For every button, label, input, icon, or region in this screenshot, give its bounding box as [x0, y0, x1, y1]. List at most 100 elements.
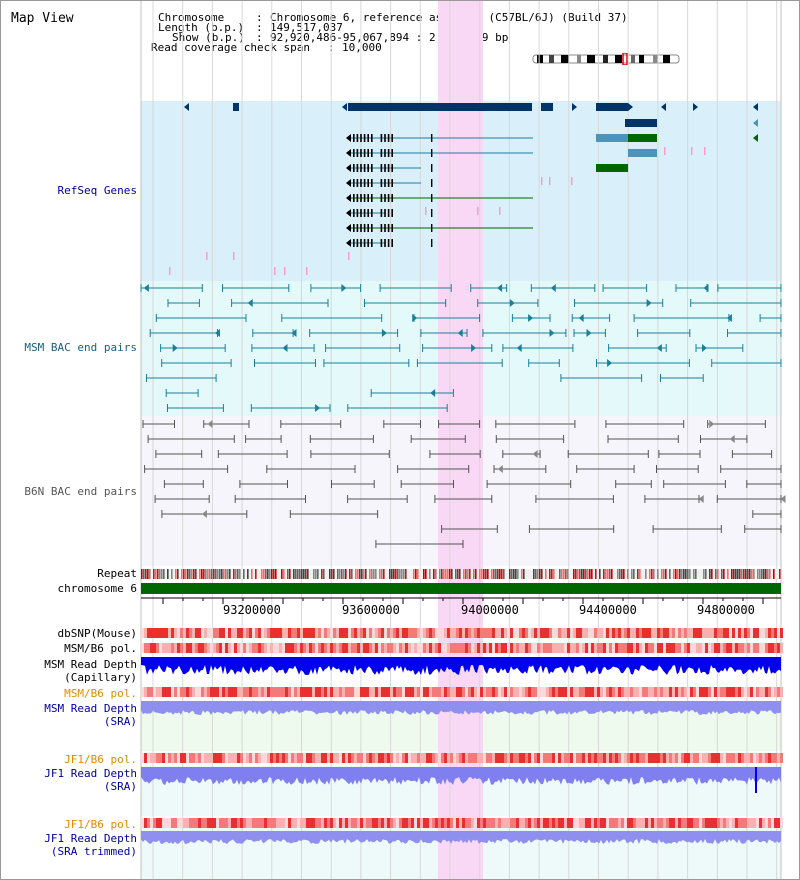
repeat-element: [281, 569, 283, 579]
dbsnp-heat: [225, 628, 228, 638]
msm-pol-heat: [750, 643, 753, 653]
msm-pol-heat: [663, 643, 666, 653]
jf1-pol2-heat: [333, 818, 336, 828]
track-label-jf1-depth-trimmed-sub: (SRA trimmed): [50, 845, 137, 858]
repeat-element: [413, 569, 415, 579]
gene-arrow: [661, 103, 666, 111]
gene-arrow: [693, 103, 698, 111]
exon: [380, 194, 383, 202]
msm-pol-heat: [174, 643, 177, 653]
msm-pol-heat: [585, 643, 588, 653]
dbsnp-heat: [474, 628, 477, 638]
msm-pol-heat: [213, 643, 216, 653]
dbsnp-heat: [180, 628, 183, 638]
repeat-element: [533, 569, 535, 579]
dbsnp-heat: [648, 628, 651, 638]
msm-pol-heat: [231, 643, 234, 653]
track-label-msm-depth-capillary[interactable]: MSM Read Depth: [44, 658, 137, 671]
track-label-repeat[interactable]: Repeat: [97, 567, 137, 580]
track-label-msm-bac[interactable]: MSM BAC end pairs: [24, 341, 137, 354]
dbsnp-heat: [192, 628, 195, 638]
track-label-msm-b6-pol-2[interactable]: MSM/B6 pol.: [64, 687, 137, 700]
dbsnp-heat: [177, 628, 180, 638]
msm-pol-heat: [450, 643, 453, 653]
exon: [371, 224, 373, 232]
jf1-pol-heat: [369, 753, 372, 763]
repeat-element: [689, 569, 691, 579]
track-label-b6n-bac[interactable]: B6N BAC end pairs: [24, 485, 137, 498]
exon: [356, 134, 359, 142]
chromosome-ideogram[interactable]: [531, 53, 683, 65]
jf1-pol-heat: [693, 753, 696, 763]
repeat-element: [565, 569, 567, 579]
jf1-pol2-heat: [540, 818, 543, 828]
exon: [363, 209, 366, 217]
msm-pol2-heat: [651, 687, 654, 697]
msm-pol2-heat: [594, 687, 597, 697]
jf1-pol-heat: [237, 753, 240, 763]
track-label-jf1-b6-pol-2[interactable]: JF1/B6 pol.: [64, 818, 137, 831]
repeat-element: [313, 569, 315, 579]
track-label-jf1-depth-trimmed[interactable]: JF1 Read Depth: [44, 832, 137, 845]
repeat-element: [417, 569, 419, 579]
refseq-marker: [477, 207, 479, 215]
msm-bac-end: [656, 344, 662, 352]
dbsnp-heat: [234, 628, 237, 638]
repeat-element: [711, 569, 713, 579]
msm-pol2-heat: [498, 687, 501, 697]
jf1-pol2-heat: [516, 818, 519, 828]
track-label-msm-depth-sra[interactable]: MSM Read Depth: [44, 702, 137, 715]
gene-arrow: [628, 103, 633, 111]
dbsnp-heat: [252, 628, 255, 638]
jf1-pol2-heat: [555, 818, 558, 828]
track-label-jf1-b6-pol[interactable]: JF1/B6 pol.: [64, 753, 137, 766]
jf1-pol2-heat: [180, 818, 183, 828]
track-label-chromosome[interactable]: chromosome 6: [57, 582, 137, 595]
dbsnp-heat: [171, 628, 174, 638]
msm-pol-heat: [630, 643, 633, 653]
msm-pol-heat: [705, 643, 708, 653]
dbsnp-heat: [771, 628, 774, 638]
dbsnp-heat: [210, 628, 213, 638]
track-label-refseq[interactable]: RefSeq Genes: [57, 184, 137, 197]
msm-pol-heat: [219, 643, 222, 653]
chromosome-bar: [141, 583, 781, 594]
msm-pol-heat: [240, 643, 243, 653]
jf1-pol2-heat: [690, 818, 693, 828]
dbsnp-heat: [651, 628, 654, 638]
gene-arrow: [346, 224, 351, 232]
msm-pol-heat: [207, 643, 210, 653]
dbsnp-heat: [237, 628, 240, 638]
jf1-pol2-heat: [399, 818, 402, 828]
jf1-pol2-heat: [339, 818, 342, 828]
msm-pol2-heat: [582, 687, 585, 697]
dbsnp-heat: [756, 628, 759, 638]
msm-pol2-heat: [495, 687, 498, 697]
msm-pol-heat: [543, 643, 546, 653]
jf1-pol-heat: [558, 753, 561, 763]
msm-pol2-heat: [270, 687, 273, 697]
jf1-pol2-heat: [771, 818, 774, 828]
jf1-pol2-heat: [498, 818, 501, 828]
msm-pol-heat: [252, 643, 255, 653]
track-label-msm-b6-pol[interactable]: MSM/B6 pol.: [64, 642, 137, 655]
msm-pol-heat: [528, 643, 531, 653]
refseq-marker: [284, 267, 286, 275]
repeat-element: [389, 569, 391, 579]
track-label-dbsnp[interactable]: dbSNP(Mouse): [57, 627, 137, 640]
repeat-element: [603, 569, 605, 579]
repeat-element: [739, 569, 741, 579]
ideogram-band: [587, 55, 595, 63]
track-label-jf1-depth-sra[interactable]: JF1 Read Depth: [44, 767, 137, 780]
jf1-pol-heat: [522, 753, 525, 763]
jf1-pol2-heat: [153, 818, 156, 828]
msm-pol-heat: [561, 643, 564, 653]
msm-pol2-heat: [756, 687, 759, 697]
jf1-pol2-heat: [192, 818, 195, 828]
jf1-pol2-heat: [543, 818, 546, 828]
jf1-pol2-heat: [249, 818, 252, 828]
gene-block: [596, 164, 628, 172]
msm-pol2-heat: [405, 687, 408, 697]
